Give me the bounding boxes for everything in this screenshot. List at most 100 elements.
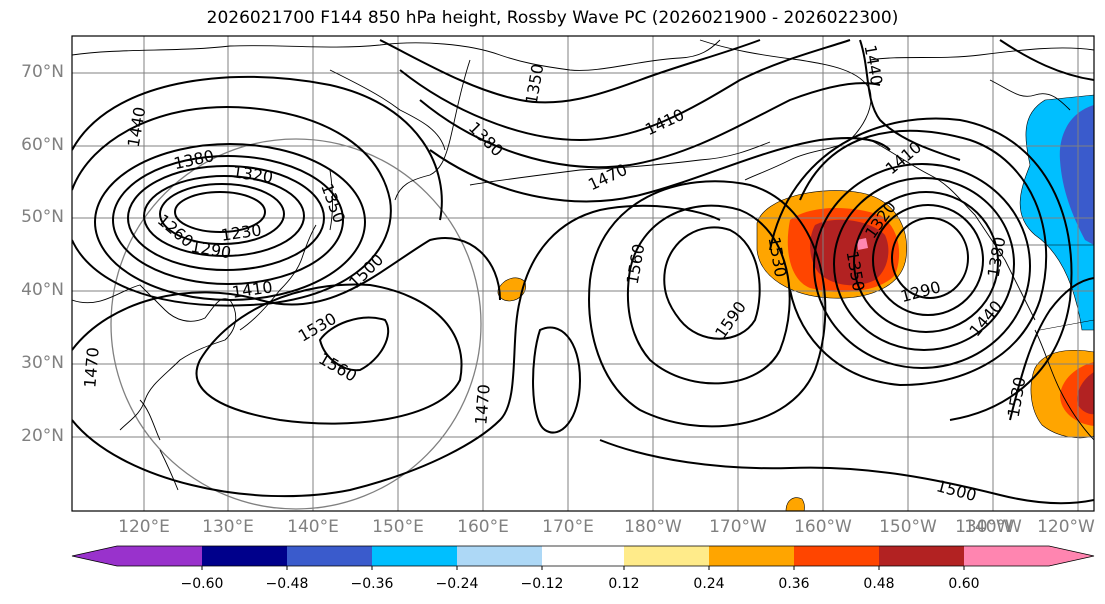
lat-label: 70°N [21, 62, 64, 82]
contour-label: 1440 [861, 43, 887, 86]
contour-low-gulf-1350 [853, 191, 999, 333]
lat-label: 60°N [21, 135, 64, 155]
colorbar-tick-label: 0.12 [608, 576, 640, 592]
height-contours [72, 39, 1094, 505]
coastline-mexico [1034, 329, 1094, 441]
colorbar-swatch [624, 546, 709, 566]
colorbar-tick-label: −0.12 [520, 576, 564, 592]
colorbar-swatch [372, 546, 457, 566]
contour-high-ridge-1590 [663, 226, 761, 340]
reference-circle [110, 138, 482, 510]
contour-trough-1470 [532, 326, 582, 434]
contour-low-gulf-1320 [872, 204, 984, 316]
colorbar-tick-label: 0.24 [693, 576, 725, 592]
contour-1440-alaska [859, 39, 961, 161]
contour-label: 1590 [711, 298, 750, 342]
colorbar-extend-right [1049, 546, 1094, 566]
lat-label: 40°N [21, 280, 64, 300]
coastline-japan [239, 224, 317, 331]
contour-low-asia-1290 [143, 175, 305, 257]
lat-label: 20°N [21, 426, 64, 446]
contour-1410-asia [72, 106, 392, 307]
contour-label: 1230 [220, 220, 263, 244]
contour-label: 1350 [522, 62, 548, 105]
map-frame [71, 35, 1095, 512]
colorbar-outline [71, 545, 1095, 567]
contour-1440-east [789, 129, 1048, 387]
contour-low-asia-1230 [174, 191, 266, 233]
contour-label: 1410 [642, 105, 687, 139]
contour-low-gulf-1290 [891, 217, 969, 299]
coastline-alaska [699, 39, 872, 181]
colorbar-swatch [794, 546, 879, 566]
contour-label: 1350 [317, 181, 349, 226]
contour-low-gulf-1410 [813, 163, 1031, 369]
contour-1440-asia [72, 75, 443, 221]
coastline-hudson [989, 79, 1071, 111]
colorbar-tick-label: 0.48 [863, 576, 895, 592]
lon-label: 140°E [287, 517, 339, 537]
contour-label: 1380 [465, 118, 507, 160]
colorbar-swatch [457, 546, 542, 566]
contour-label: 1560 [315, 349, 360, 386]
coastline-siberia [72, 39, 721, 71]
contour-1380-north [399, 39, 851, 142]
lon-label: 170°W [709, 517, 767, 537]
contour-label: 1410 [231, 277, 274, 301]
contour-high-ridge-1560 [626, 204, 791, 385]
contour-label: 1470 [471, 383, 493, 425]
lon-label: 130°W [955, 517, 1013, 537]
map-title: 2026021700 F144 850 hPa height, Rossby W… [206, 8, 899, 28]
contour-1410-north [419, 82, 881, 169]
coastline-aleutians [469, 141, 771, 186]
contour-high-pacific-1560 [318, 316, 390, 372]
contour-low-asia-1350 [112, 155, 344, 285]
contour-1500-east [599, 439, 1094, 505]
colorbar-tick-label: −0.60 [180, 576, 224, 592]
colorbar-swatch [879, 546, 964, 566]
positive-anomaly-mexico-max [1077, 372, 1094, 415]
contour-low-asia-1320 [127, 165, 325, 271]
contour-label: 1470 [585, 160, 630, 194]
lat-label: 50°N [21, 207, 64, 227]
lon-label: 150°E [372, 517, 424, 537]
coastline-philippines-islands [139, 399, 179, 491]
lon-label: 120°W [1037, 517, 1095, 537]
colorbar-tick-label: 0.60 [948, 576, 980, 592]
graticule [72, 36, 1094, 511]
colorbar-swatch [117, 546, 202, 566]
contour-label: 1380 [984, 235, 1010, 278]
lon-label: 140°W [964, 517, 1022, 537]
contour-1470-east [769, 117, 1073, 421]
colorbar-swatch [202, 546, 287, 566]
colorbar-swatch [287, 546, 372, 566]
contour-high-ridge-1530 [588, 180, 827, 428]
contour-label: 1530 [295, 309, 340, 346]
contour-label: 1440 [965, 297, 1006, 340]
positive-anomaly-peak [857, 238, 868, 250]
contour-label: 1440 [124, 105, 150, 148]
contour-1440-ridge [429, 137, 891, 203]
contour-1470-central [72, 204, 721, 498]
colorbar [71, 545, 1095, 570]
contour-label: 1290 [898, 277, 942, 306]
colorbar-tick-label: −0.24 [435, 576, 479, 592]
colorbar-swatch [709, 546, 794, 566]
colorbar-swatch [542, 546, 624, 566]
colorbar-swatch [964, 546, 1049, 566]
negative-anomaly-core [1059, 105, 1094, 245]
contour-label: 1410 [882, 137, 925, 178]
contour-low-gulf-1380 [833, 177, 1015, 351]
lon-label: 160°E [457, 517, 509, 537]
contour-label: 1530 [1004, 375, 1030, 418]
lon-label: 120°E [118, 517, 170, 537]
contour-low-asia-1260 [159, 183, 285, 245]
colorbar-ticks [201, 566, 965, 570]
coastline-sakhalin [329, 169, 334, 231]
contour-label: 1560 [623, 242, 649, 285]
map-plot-area: 1440 1380 1320 1350 1260 1230 1290 1410 … [72, 36, 1094, 511]
border-us-mexico [1039, 319, 1094, 331]
lon-label: 130°E [202, 517, 254, 537]
lon-label: 170°E [542, 517, 594, 537]
